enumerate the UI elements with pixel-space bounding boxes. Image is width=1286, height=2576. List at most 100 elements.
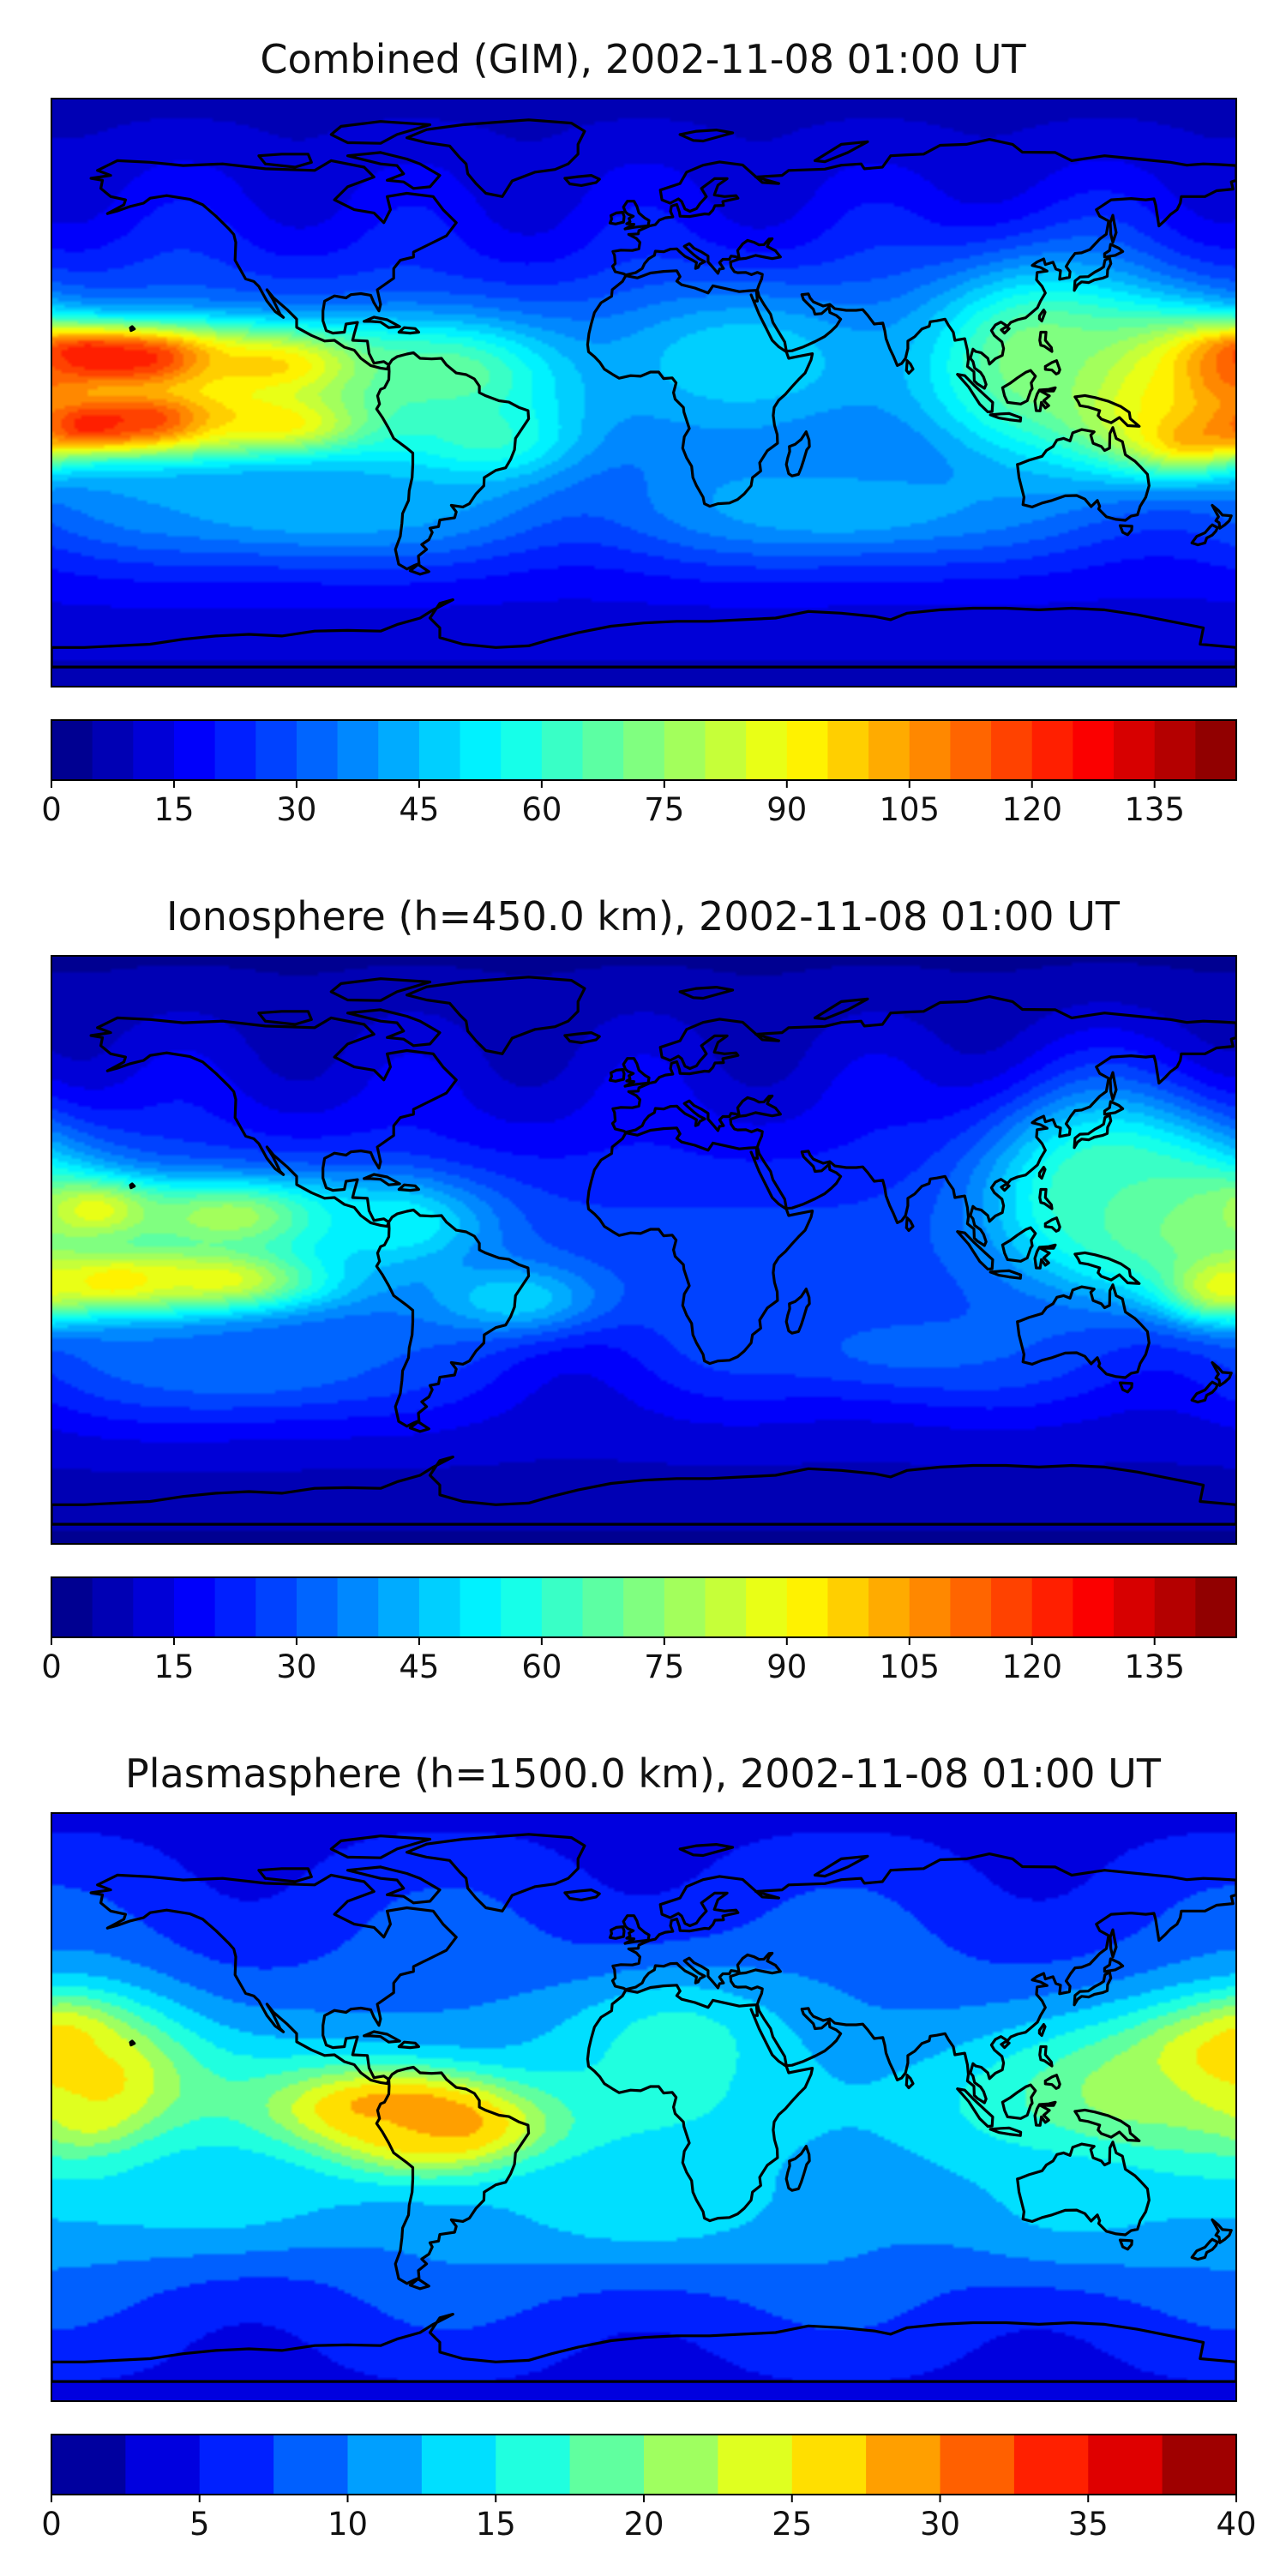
coastline <box>1190 2237 1219 2261</box>
colorbar-tick-label: 0 <box>41 1648 62 1685</box>
colorbar-tick-label: 30 <box>276 791 316 828</box>
colorbar-block <box>786 720 829 780</box>
colorbar-block <box>273 2435 349 2495</box>
colorbar-block <box>214 1577 256 1637</box>
colorbar-block <box>827 720 869 780</box>
coastline <box>1037 1165 1047 1180</box>
colorbar-tick-label: 120 <box>1001 791 1062 828</box>
coastline <box>1109 213 1118 244</box>
heatmap-field <box>51 956 1236 1544</box>
coastline <box>408 1420 430 1433</box>
colorbar-block <box>950 1577 992 1637</box>
coastline <box>563 174 601 187</box>
colorbar-block <box>1114 720 1156 780</box>
colorbar-block <box>421 2435 496 2495</box>
coastline <box>363 315 401 329</box>
colorbar-ticks: 0 15 30 45 60 75 90 105 120 135 <box>41 780 1185 828</box>
coastline <box>989 2126 1023 2137</box>
plot-frame <box>51 1812 1237 2402</box>
colorbar-block <box>296 720 339 780</box>
colorbar-blocks <box>51 2435 1237 2495</box>
colorbar-block <box>418 1577 461 1637</box>
colorbar-block <box>623 1577 665 1637</box>
colorbar-block <box>347 2435 423 2495</box>
coastline <box>1073 1113 1113 1150</box>
colorbar-block <box>940 2435 1015 2495</box>
coastline <box>406 118 586 198</box>
colorbar-block <box>1073 720 1115 780</box>
colorbar: 0 15 30 45 60 75 90 105 120 135 <box>41 719 1237 828</box>
coastline <box>813 1854 869 1878</box>
coastline <box>956 2087 995 2129</box>
coastline <box>1109 1071 1118 1102</box>
colorbar-block <box>582 1577 624 1637</box>
colorbar-block <box>337 720 379 780</box>
coastline <box>1043 2074 1061 2090</box>
colorbar-block <box>868 1577 910 1637</box>
coastline <box>1211 1360 1233 1387</box>
colorbar-block <box>1114 1577 1156 1637</box>
colorbar-tick-label: 105 <box>879 1648 940 1685</box>
colorbar-block <box>496 2435 571 2495</box>
colorbar-tick-label: 40 <box>1216 2506 1256 2543</box>
coastline <box>406 1833 586 1912</box>
coastline <box>51 2313 1236 2383</box>
coastline <box>1073 393 1141 428</box>
colorbar-tick-label: 25 <box>772 2506 812 2543</box>
colorbar-block <box>791 2435 867 2495</box>
colorbar-block <box>1031 720 1073 780</box>
heatmap-plot <box>51 98 1237 688</box>
colorbar-tick-label: 45 <box>399 791 439 828</box>
coastline <box>408 562 430 576</box>
coastline <box>129 325 136 333</box>
colorbar-tick-label: 90 <box>766 791 807 828</box>
colorbar-tick-label: 75 <box>644 1648 684 1685</box>
colorbar-block <box>501 720 543 780</box>
colorbar: 0 15 30 45 60 75 90 105 120 135 <box>41 1576 1237 1685</box>
coastline <box>904 1216 915 1233</box>
coastline <box>363 2030 401 2044</box>
coastline <box>956 1230 995 1271</box>
coastline <box>1033 386 1057 412</box>
coastline <box>610 1852 1236 2105</box>
coastline <box>375 1208 531 1428</box>
colorbar-frame <box>51 719 1237 781</box>
colorbar-block <box>1154 720 1196 780</box>
coastline <box>784 2145 811 2192</box>
coastlines <box>51 1833 1236 2383</box>
colorbar-block <box>1088 2435 1163 2495</box>
coastline <box>1038 1187 1054 1210</box>
coastline <box>622 200 651 231</box>
coastline <box>1118 1381 1133 1394</box>
coastline <box>813 997 869 1021</box>
coastline <box>89 159 458 371</box>
colorbar-tick-label: 60 <box>521 1648 562 1685</box>
colorbar-block <box>1162 2435 1237 2495</box>
colorbar-block <box>746 1577 788 1637</box>
colorbar-tick-label: 15 <box>476 2506 516 2543</box>
coastline <box>956 373 995 414</box>
coastline <box>784 1288 811 1335</box>
colorbar-tick-label: 0 <box>41 2506 62 2543</box>
coastline <box>397 1183 420 1192</box>
colorbar-block <box>746 720 788 780</box>
colorbar-block <box>501 1577 543 1637</box>
coastline <box>610 994 1236 1247</box>
coastline <box>1001 2083 1037 2120</box>
colorbar-block <box>92 720 134 780</box>
colorbar: 0 5 10 15 20 25 30 35 40 <box>41 2434 1257 2543</box>
colorbar-block <box>644 2435 718 2495</box>
coastline <box>1038 2045 1054 2068</box>
colorbar-block <box>1031 1577 1073 1637</box>
coastline <box>1103 1100 1125 1116</box>
colorbar-block <box>664 720 706 780</box>
coastline <box>257 1010 313 1026</box>
colorbar-block <box>378 720 420 780</box>
colorbar-block <box>623 720 665 780</box>
colorbar-block <box>991 720 1033 780</box>
coastline <box>586 269 814 508</box>
coastline <box>1016 1283 1151 1379</box>
colorbar-block <box>1013 2435 1089 2495</box>
coastline <box>678 129 735 143</box>
coastline <box>329 120 432 145</box>
